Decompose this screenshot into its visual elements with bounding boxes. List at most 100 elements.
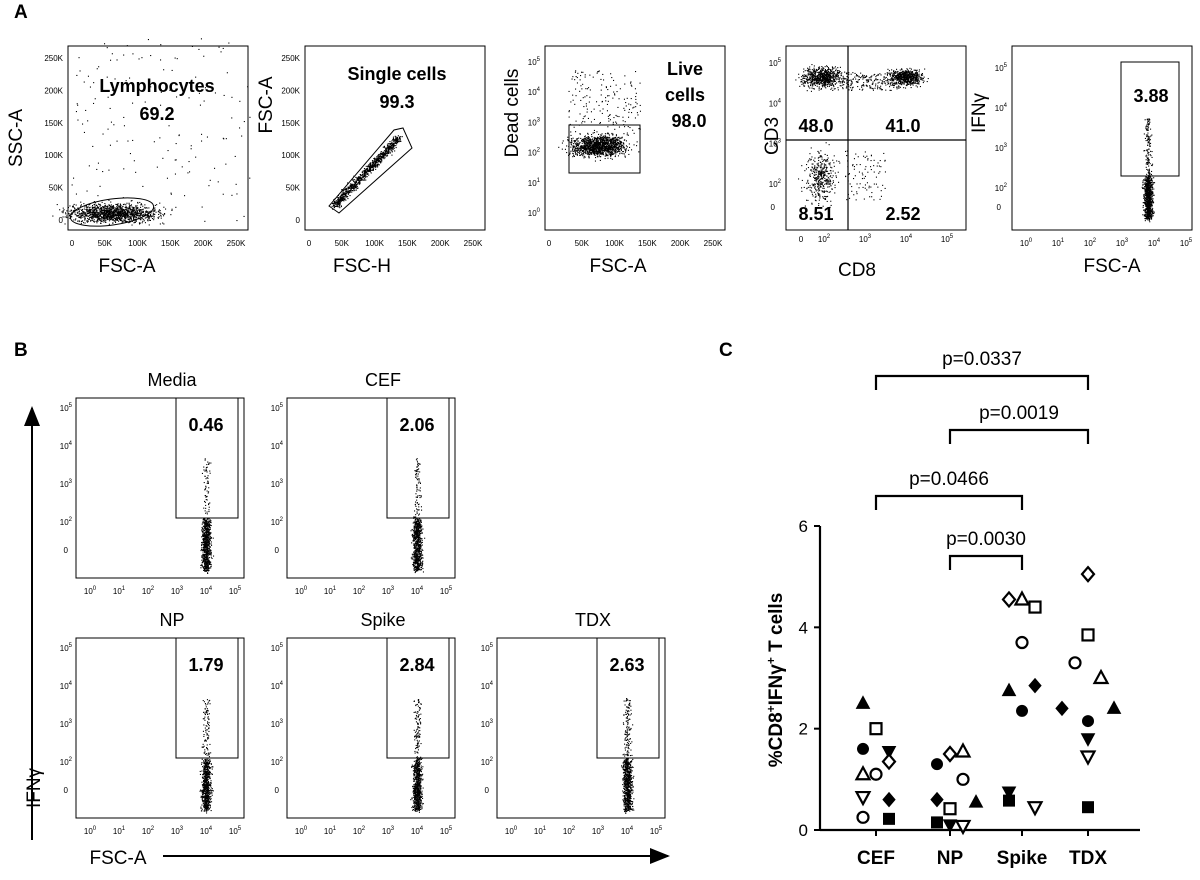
tick-label: 100K <box>128 239 147 248</box>
events-cloud <box>199 699 214 814</box>
plot-title: Spike <box>360 610 405 630</box>
gate-value: 99.3 <box>379 92 414 112</box>
tick-label-zero: 0 <box>275 786 280 795</box>
p-value-label: p=0.0019 <box>979 403 1059 424</box>
tick-label: 0 <box>59 216 64 225</box>
p-value-label: p=0.0466 <box>909 469 989 490</box>
tick-label: 105 <box>650 826 663 836</box>
x-axis-label: CD8 <box>838 260 876 281</box>
y-axis-label: %CD8+IFNγ+ T cells <box>764 593 787 768</box>
plot-frame <box>496 637 666 819</box>
data-point-triangle-down <box>1079 750 1097 766</box>
y-ticks: 102 103 104 105 0 <box>271 643 284 795</box>
quadrant-ll: 8.51 <box>798 204 833 224</box>
gate-value: 2.63 <box>609 655 644 675</box>
tick-label: 104 <box>60 681 73 691</box>
tick-label: 105 <box>941 234 954 244</box>
tick-label: 104 <box>1148 238 1161 248</box>
tick-label: 200K <box>431 239 450 248</box>
data-point-triangle <box>954 742 972 758</box>
tick-label: 102 <box>60 517 73 527</box>
events-cloud-cd4 <box>795 64 849 92</box>
x-tick-label: TDX <box>1069 848 1107 869</box>
live-gate <box>568 124 641 174</box>
tick-label: 200K <box>194 239 213 248</box>
tick-label-zero: 0 <box>997 203 1002 212</box>
tick-label: 200K <box>671 239 690 248</box>
tick-label: 102 <box>60 757 73 767</box>
tick-label: 104 <box>271 681 284 691</box>
tick-label-zero: 0 <box>64 786 69 795</box>
ifng-gate <box>596 637 660 759</box>
data-point-square <box>883 812 895 825</box>
quadrant-ul: 48.0 <box>798 116 833 136</box>
tick-label: 105 <box>60 643 73 653</box>
tick-label: 104 <box>200 826 213 836</box>
gate-value: 98.0 <box>671 111 706 131</box>
tick-label: 0 <box>799 235 804 244</box>
y-ticks: 102 103 104 105 0 <box>60 403 73 555</box>
data-point-diamond <box>930 791 944 808</box>
y-axis-label: FSC-A <box>256 76 277 133</box>
plot-frame <box>67 45 249 231</box>
data-point-triangle <box>968 794 984 808</box>
data-point-circle <box>869 767 883 781</box>
events-cloud <box>621 698 635 814</box>
tick-label: 104 <box>528 87 541 97</box>
plot-frame <box>304 45 486 231</box>
events-cloud <box>410 699 424 813</box>
data-point-triangle-down <box>954 819 972 836</box>
events-cloud <box>52 38 251 226</box>
data-point-circle <box>856 810 870 824</box>
scatter-chart: 0 2 4 6 CEF NP Spike TDX %CD8+IFNγ+ T cells p=0.0… <box>764 349 1140 869</box>
tick-label: 104 <box>271 441 284 451</box>
tick-label: 200K <box>281 86 300 95</box>
x-axis-label: FSC-H <box>333 256 391 277</box>
tick-label: 100K <box>44 151 63 160</box>
tick-label: 103 <box>60 719 73 729</box>
data-point-circle <box>1082 715 1094 728</box>
plot-title: CEF <box>365 370 401 390</box>
significance-bracket <box>874 494 1024 510</box>
x-ticks: 100 101 102 103 104 105 <box>505 826 663 836</box>
x-ticks: 0 50K 100K 150K 200K 250K <box>547 239 723 248</box>
tick-label: 104 <box>900 234 913 244</box>
gate-title: Lymphocytes <box>99 76 214 96</box>
plot-title: TDX <box>575 610 611 630</box>
tick-label: 250K <box>44 54 63 63</box>
tick-label: 150K <box>161 239 180 248</box>
events-cloud <box>331 135 403 210</box>
data-point-triangle-down <box>1080 733 1096 747</box>
tick-label: 103 <box>382 826 395 836</box>
tick-label: 103 <box>1116 238 1129 248</box>
tick-label: 101 <box>324 586 337 596</box>
data-point-triangle-down <box>1026 801 1044 817</box>
p-value-label: p=0.0030 <box>946 529 1026 550</box>
p-value-label: p=0.0337 <box>942 349 1022 370</box>
events-cloud-cd8 <box>840 67 929 91</box>
tick-label: 102 <box>818 234 831 244</box>
tick-label: 102 <box>353 826 366 836</box>
data-point-circle <box>1015 635 1029 650</box>
data-point-circle <box>931 758 943 771</box>
plot-frame <box>544 45 726 231</box>
x-ticks: 100 101 102 103 104 105 <box>295 826 453 836</box>
ifng-gate <box>175 397 239 519</box>
tick-label: 104 <box>411 826 424 836</box>
tick-label: 250K <box>704 239 723 248</box>
tick-label: 101 <box>1052 238 1065 248</box>
plot-frame <box>75 397 245 579</box>
tick-label: 102 <box>142 826 155 836</box>
plot-frame <box>75 637 245 819</box>
x-tick-label: Spike <box>997 848 1048 869</box>
tick-label: 0 <box>307 239 312 248</box>
tick-label: 104 <box>411 586 424 596</box>
data-point-diamond <box>881 752 897 771</box>
tick-label: 105 <box>1180 238 1193 248</box>
tick-label: 104 <box>621 826 634 836</box>
tick-label: 103 <box>382 586 395 596</box>
plot-title: NP <box>159 610 184 630</box>
tick-label: 102 <box>481 757 494 767</box>
tick-label-zero: 0 <box>64 546 69 555</box>
tick-label: 101 <box>534 826 547 836</box>
